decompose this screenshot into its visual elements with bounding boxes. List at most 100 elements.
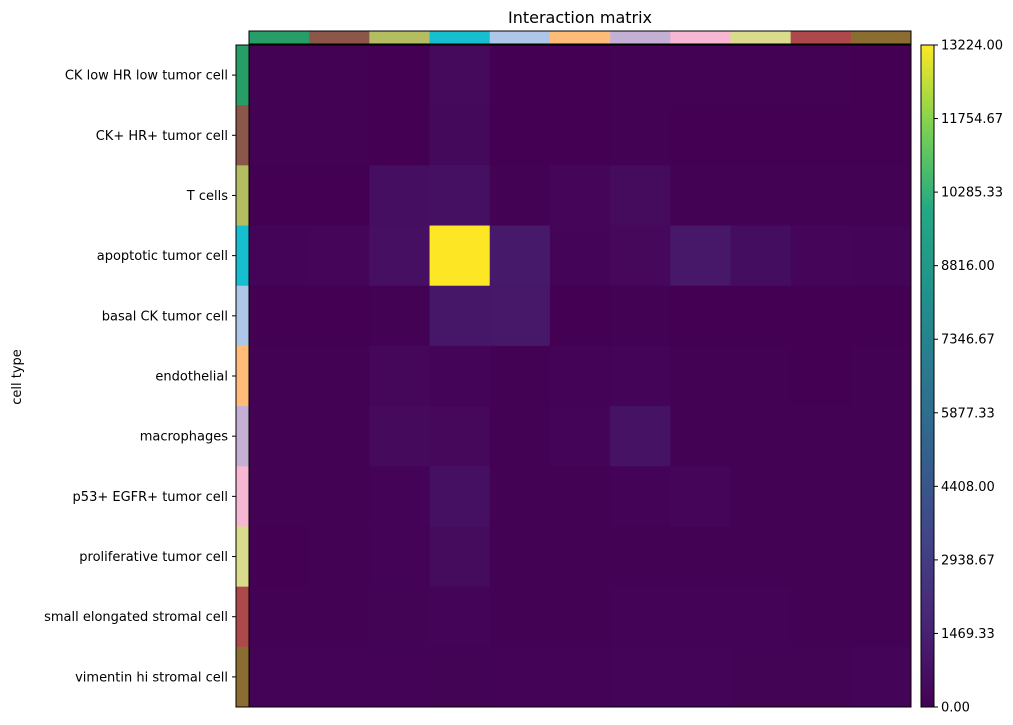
heatmap-cell <box>429 225 491 287</box>
heatmap-cell <box>249 105 310 166</box>
colorbar-tick-label: 10285.33 <box>941 186 1003 201</box>
heatmap-cell <box>790 406 852 467</box>
heatmap-cells <box>249 45 912 708</box>
heatmap-cell <box>549 225 611 287</box>
heatmap-cell <box>790 526 852 588</box>
heatmap-cell <box>549 165 611 227</box>
heatmap-cell <box>610 225 671 287</box>
chart-title: Interaction matrix <box>508 8 652 27</box>
colorbar-tick-label: 1469.33 <box>941 627 995 642</box>
colorbar-tick-label: 7346.67 <box>941 333 995 348</box>
heatmap-cell <box>249 285 310 347</box>
heatmap-cell <box>730 165 792 227</box>
heatmap-cell <box>610 105 671 166</box>
heatmap-cell <box>309 165 370 227</box>
row-color-swatch <box>236 45 249 106</box>
heatmap-cell <box>489 285 551 347</box>
heatmap-cell <box>429 646 491 708</box>
colorbar-tick-label: 13224.00 <box>941 39 1003 54</box>
heatmap-cell <box>730 45 792 106</box>
column-color-swatch <box>489 31 551 44</box>
colorbar-tick-label: 11754.67 <box>941 112 1003 127</box>
column-color-swatch <box>429 31 491 44</box>
heatmap-cell <box>549 285 611 347</box>
heatmap-cell <box>249 345 310 407</box>
heatmap-cell <box>249 646 310 708</box>
heatmap-cell <box>549 345 611 407</box>
row-color-swatch <box>236 586 249 648</box>
heatmap-cell <box>429 586 491 648</box>
heatmap-cell <box>489 345 551 407</box>
heatmap-cell <box>850 45 912 106</box>
row-color-swatch <box>236 646 249 708</box>
heatmap-cell <box>429 406 491 467</box>
row-color-swatch <box>236 165 249 227</box>
row-color-swatch <box>236 285 249 347</box>
heatmap-cell <box>429 285 491 347</box>
heatmap-cell <box>610 165 671 227</box>
heatmap-cell <box>670 586 731 648</box>
heatmap-cell <box>610 285 671 347</box>
column-color-swatch <box>670 31 731 44</box>
row-color-swatch <box>236 105 249 166</box>
heatmap-cell <box>730 466 792 527</box>
row-tick-label: vimentin hi stromal cell <box>75 670 228 685</box>
heatmap-cell <box>369 526 431 588</box>
row-tick-label: p53+ EGFR+ tumor cell <box>73 490 228 505</box>
heatmap-cell <box>369 105 431 166</box>
heatmap-cell <box>850 406 912 467</box>
heatmap-cell <box>730 225 792 287</box>
heatmap-cell <box>369 345 431 407</box>
row-tick-label: macrophages <box>140 430 228 445</box>
row-color-bar <box>235 44 250 708</box>
heatmap-cell <box>429 165 491 227</box>
heatmap-cell <box>730 285 792 347</box>
heatmap-cell <box>249 225 310 287</box>
heatmap-cell <box>489 466 551 527</box>
colorbar-tick-label: 0.00 <box>941 701 970 716</box>
column-color-swatch <box>549 31 611 44</box>
heatmap-cell <box>489 105 551 166</box>
heatmap-cell <box>610 406 671 467</box>
heatmap-cell <box>610 526 671 588</box>
column-color-bar-frame <box>248 30 912 45</box>
heatmap-cell <box>610 646 671 708</box>
heatmap-cell <box>429 45 491 106</box>
heatmap-cell <box>429 105 491 166</box>
heatmap-cell <box>369 646 431 708</box>
heatmap-cell <box>790 285 852 347</box>
heatmap-cell <box>670 406 731 467</box>
heatmap-cell <box>249 165 310 227</box>
row-tick-label: endothelial <box>155 370 228 385</box>
column-color-swatch <box>610 31 671 44</box>
heatmap-cell <box>790 466 852 527</box>
heatmap-cell <box>670 285 731 347</box>
row-tick-label: CK+ HR+ tumor cell <box>96 129 228 144</box>
colorbar: 0.00 1469.33 2938.67 4408.00 5877.33 7346.67 8… <box>920 39 1003 716</box>
colorbar-tick-label: 4408.00 <box>941 480 995 495</box>
heatmap-cell <box>730 526 792 588</box>
column-color-swatch <box>730 31 792 44</box>
heatmap-cell <box>549 586 611 648</box>
colorbar-tick-label: 5877.33 <box>941 406 995 421</box>
heatmap-cell <box>369 165 431 227</box>
heatmap-cell <box>850 105 912 166</box>
column-color-swatch <box>790 31 852 44</box>
heatmap-cell <box>790 165 852 227</box>
heatmap-cell <box>489 646 551 708</box>
heatmap-cell <box>249 586 310 648</box>
heatmap-cell <box>549 466 611 527</box>
heatmap-cell <box>730 345 792 407</box>
heatmap-cell <box>670 165 731 227</box>
heatmap-cell <box>790 45 852 106</box>
heatmap-cell <box>429 345 491 407</box>
heatmap-cell <box>790 105 852 166</box>
row-color-swatch <box>236 526 249 588</box>
heatmap-cell <box>369 285 431 347</box>
heatmap-cell <box>730 105 792 166</box>
heatmap-cell <box>489 45 551 106</box>
heatmap-cell <box>850 526 912 588</box>
heatmap-cell <box>549 45 611 106</box>
heatmap-cell <box>249 45 310 106</box>
colorbar-gradient <box>921 45 934 707</box>
